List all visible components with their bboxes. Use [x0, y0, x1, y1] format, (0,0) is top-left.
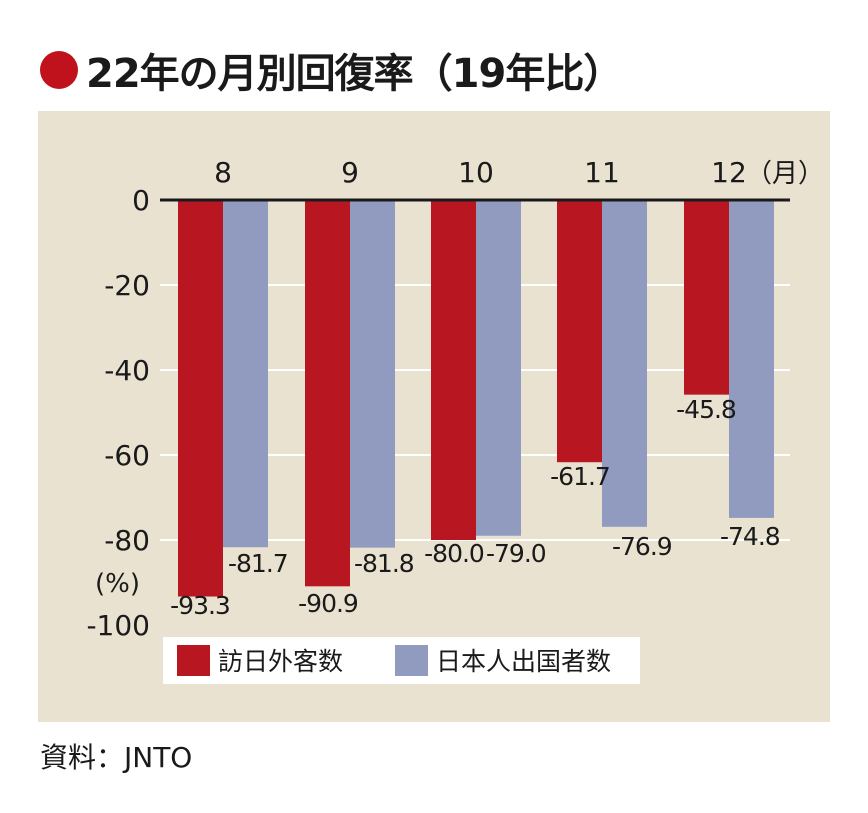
bar-inbound [684, 200, 729, 395]
y-tick-label: -40 [104, 354, 150, 387]
bar-inbound [557, 200, 602, 463]
chart-title-text: 22年の月別回復率（19年比） [86, 51, 623, 97]
data-label-inbound: -80.0 [424, 539, 484, 568]
bar-inbound [178, 200, 223, 597]
data-label-outbound: -81.7 [228, 549, 288, 578]
title-bullet-icon [40, 51, 78, 89]
x-tick-label: 9 [341, 156, 359, 189]
bar-inbound [431, 200, 476, 540]
y-tick-label: -20 [104, 269, 150, 302]
x-unit-label: （月） [746, 159, 824, 189]
y-tick-label: -100 [86, 609, 150, 642]
legend-label-outbound: 日本人出国者数 [436, 647, 611, 676]
legend-swatch-inbound [177, 645, 210, 676]
legend-label-inbound: 訪日外客数 [218, 647, 343, 676]
data-label-inbound: -90.9 [298, 589, 358, 618]
source-note: 資料：JNTO [40, 741, 193, 774]
chart-title: 22年の月別回復率（19年比） [40, 40, 623, 100]
y-tick-label: -60 [104, 439, 150, 472]
data-label-outbound: -74.8 [720, 522, 780, 551]
y-unit-label: (%) [95, 569, 140, 599]
y-tick-label: -80 [104, 524, 150, 557]
x-tick-label: 12 [711, 156, 747, 189]
bar-outbound [729, 200, 774, 518]
bar-outbound [602, 200, 647, 527]
x-tick-label: 8 [214, 156, 232, 189]
bar-outbound [350, 200, 395, 548]
data-label-outbound: -81.8 [354, 549, 414, 578]
data-label-inbound: -61.7 [550, 462, 610, 491]
data-label-inbound: -45.8 [676, 395, 736, 424]
data-label-outbound: -76.9 [612, 532, 672, 561]
bar-outbound [223, 200, 268, 548]
legend-swatch-outbound [395, 645, 428, 676]
x-tick-label: 11 [584, 156, 620, 189]
bar-outbound [476, 200, 521, 536]
y-tick-label: 0 [132, 184, 150, 217]
data-label-outbound: -79.0 [486, 539, 546, 568]
x-tick-label: 10 [458, 156, 494, 189]
data-label-inbound: -93.3 [170, 591, 230, 620]
bar-inbound [305, 200, 350, 587]
